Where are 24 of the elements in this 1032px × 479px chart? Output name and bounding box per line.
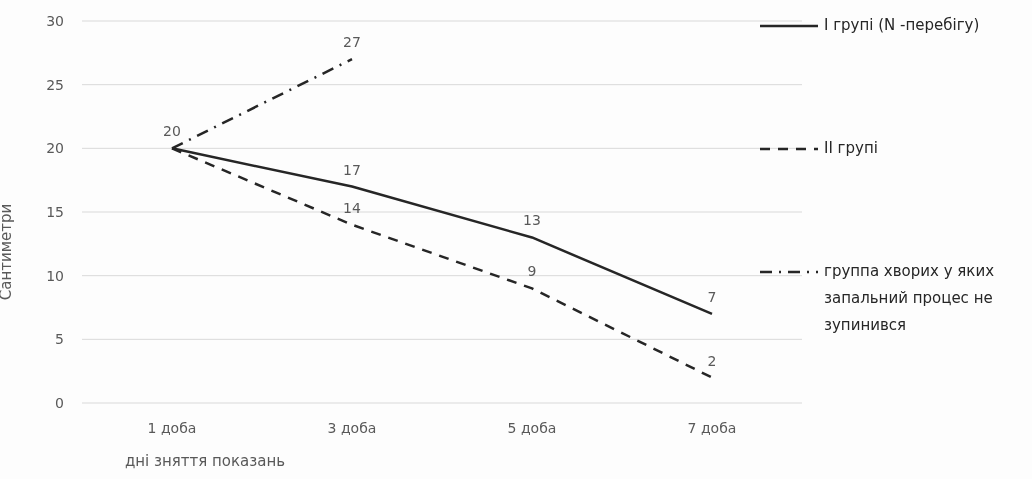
y-tick-label: 15 bbox=[46, 203, 64, 220]
data-label: 7 bbox=[707, 288, 717, 305]
data-label: 20 bbox=[163, 123, 181, 140]
x-tick-label: 3 доба bbox=[327, 419, 377, 436]
legend-label: II групі bbox=[824, 138, 879, 159]
y-tick-label: 20 bbox=[46, 140, 64, 157]
data-label: 13 bbox=[523, 212, 541, 229]
y-axis-title: Сантиметри bbox=[0, 203, 16, 301]
x-tick-label: 1 доба bbox=[147, 419, 197, 436]
data-label: 2 bbox=[707, 352, 717, 369]
legend-label: группа хворих у яких запальний процес не зупинився bbox=[824, 261, 996, 336]
y-tick-label: 0 bbox=[55, 394, 64, 411]
x-tick-label: 7 доба bbox=[687, 419, 737, 436]
data-label: 9 bbox=[527, 263, 537, 280]
data-label: 14 bbox=[343, 199, 361, 216]
y-tick-label: 30 bbox=[46, 12, 64, 29]
data-label: 17 bbox=[343, 161, 361, 178]
y-tick-label: 10 bbox=[46, 267, 64, 284]
y-tick-label: 25 bbox=[46, 76, 64, 93]
legend-label: I групі (N -перебігу) bbox=[824, 15, 981, 36]
x-tick-label: 5 доба bbox=[507, 419, 557, 436]
data-label: 27 bbox=[343, 34, 361, 51]
x-axis-title: дні зняття показань bbox=[123, 452, 287, 470]
y-tick-label: 5 bbox=[55, 331, 64, 348]
